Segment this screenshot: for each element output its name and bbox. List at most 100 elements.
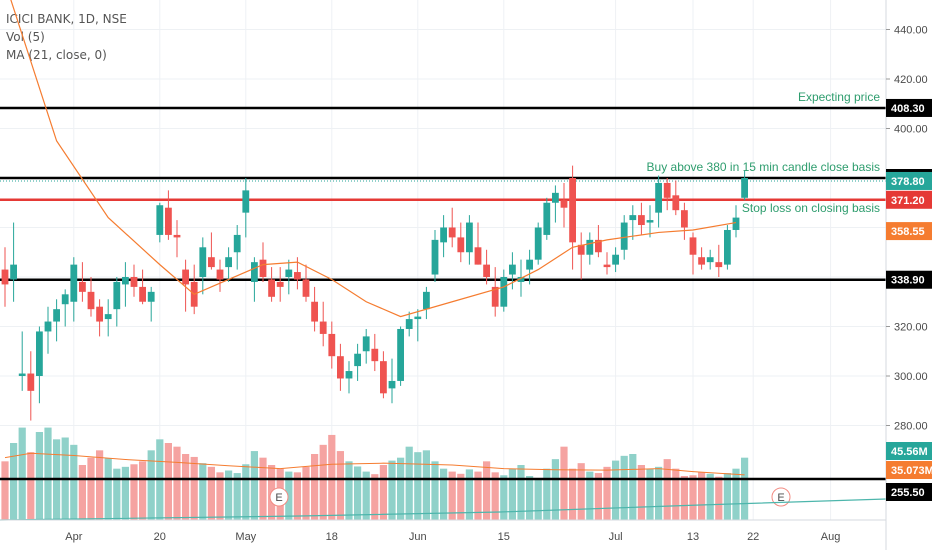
chart-legend: ICICI BANK, 1D, NSE Vol (5) MA (21, clos… [6,10,127,64]
candle-up [18,373,26,376]
volume-bar [70,444,78,520]
volume-bar [491,472,499,520]
candle-up [612,254,619,265]
candle-down [474,247,482,265]
volume-bar [96,450,104,520]
y-tick-label: 440.00 [894,25,928,37]
volume-bar [130,464,138,520]
volume-indicator-label[interactable]: Vol (5) [6,30,45,44]
level-label-338.90-bg [886,270,932,289]
candle-up [586,239,594,255]
volume-bar [457,473,465,520]
volume-bar [147,450,155,520]
candle-down [603,264,611,268]
volume-bar [672,468,680,520]
volume-bar [190,456,198,520]
annotation-text: Buy above 380 in 15 min candle close bas… [647,160,880,174]
candle-down [259,259,267,277]
volume-bar [250,451,258,520]
volume-bar [440,468,448,520]
volume-label-current-bg [886,442,932,460]
trend-line [0,498,887,521]
x-tick-label: Jun [409,531,427,543]
volume-bar [113,468,121,520]
volume-bar [285,471,293,520]
candle-down [457,237,465,253]
volume-bar [715,476,723,520]
candle-up [526,259,533,270]
level-label-371.20: 371.20 [891,195,925,207]
candle-down [319,321,327,334]
candle-up [509,264,516,275]
candle-up [113,281,121,310]
candle-down [328,333,336,357]
candle-down [79,281,86,292]
volume-bar [259,457,267,520]
candle-up [414,316,422,320]
y-tick-label: 300.00 [894,371,928,383]
candle-up [61,294,69,305]
candle-up [500,277,508,307]
volume-bar [242,464,250,520]
candle-down [715,262,723,268]
candle-down [569,178,576,243]
candle-up [405,319,413,329]
volume-bar [362,471,370,520]
candle-down [1,269,9,285]
x-tick-label: 20 [154,531,166,543]
earnings-marker-label: E [777,492,784,504]
candle-up [233,234,241,253]
x-tick-label: Jul [609,531,623,543]
price-ma-line [10,0,737,318]
volume-bar [87,457,95,520]
candle-down [595,239,602,253]
volume-bar [483,461,491,520]
volume-bar [637,465,645,520]
volume-bar [27,452,35,520]
volume-bar [182,454,190,520]
candle-up [646,220,654,223]
candle-up [362,336,370,352]
annotation-text: Expecting price [798,90,880,104]
volume-bar [10,443,18,520]
candle-down [577,244,585,255]
volume-bar [371,474,379,520]
x-tick-label: 18 [326,531,338,543]
volume-bar [706,473,714,520]
volume-bar [603,466,611,520]
volume-bar [612,460,620,520]
volume-bar [379,465,387,520]
candle-up [517,277,525,282]
level-label-255.50-bg [886,483,932,501]
volume-bar [35,432,43,520]
level-label-338.90: 338.90 [891,275,925,287]
volume-bar [311,454,319,520]
candle-down [165,207,172,235]
volume-bar [225,470,233,520]
candle-up [251,262,258,282]
volume-bar [517,465,525,520]
candle-up [440,227,447,243]
volume-bar [569,468,577,520]
candle-up [242,190,250,213]
volume-bar [328,434,336,520]
volume-bar [655,466,663,520]
candle-up [724,229,731,265]
candle-up [466,222,473,253]
volume-bar [663,459,671,520]
candle-down [294,272,301,280]
x-tick-label: 13 [687,531,699,543]
candle-down [681,210,688,228]
candle-down [87,291,95,310]
volume-label-current: 45.56M [891,446,928,458]
volume-bar [336,451,344,520]
candle-up [285,269,293,277]
candle-down [698,257,705,265]
volume-bar [543,468,551,520]
volume-bar [577,463,585,520]
ma-indicator-label[interactable]: MA (21, close, 0) [6,48,107,62]
volume-ma-line [4,452,745,476]
symbol-title[interactable]: ICICI BANK, 1D, NSE [6,12,127,26]
